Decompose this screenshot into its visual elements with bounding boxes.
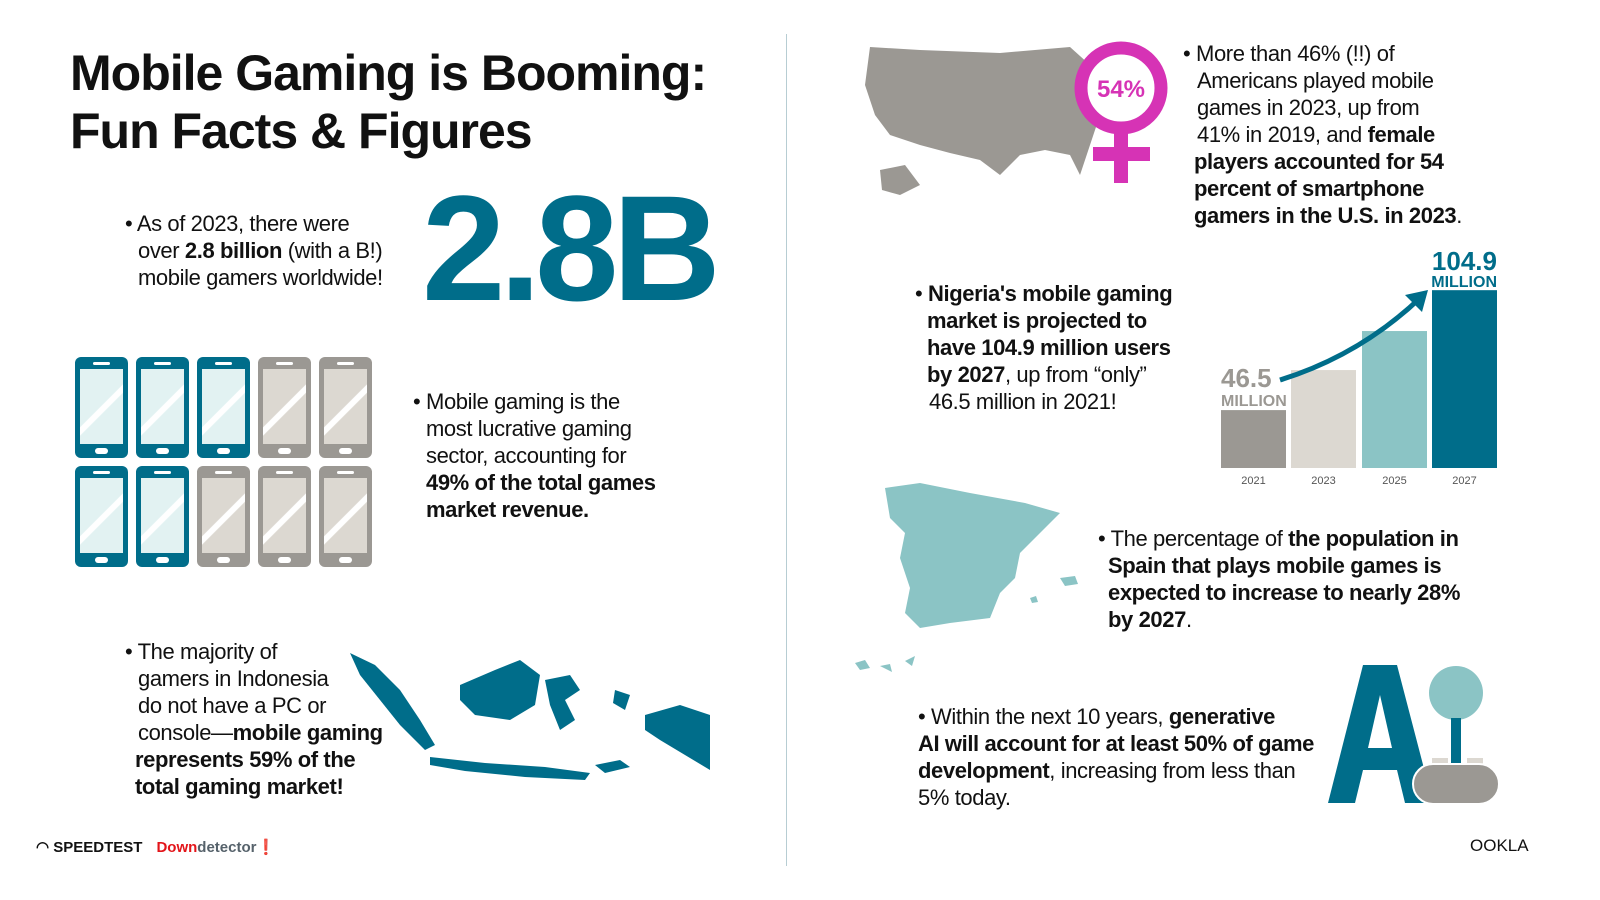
usa-map-female-symbol: 54%	[865, 41, 1168, 195]
female-54-badge: 54%	[1097, 76, 1145, 103]
bar-2025	[1362, 331, 1427, 468]
phone-icon	[75, 357, 128, 458]
phone-icon	[258, 357, 311, 458]
fact-usa: • More than 46% (!!) of Americans played…	[1183, 41, 1462, 228]
tick-label-2025: 2025	[1382, 475, 1406, 487]
spain-map	[855, 483, 1078, 672]
bar-2023	[1291, 370, 1356, 468]
bar-2027	[1432, 290, 1497, 468]
fact-indonesia: • The majority of gamers in Indonesia do…	[125, 639, 383, 799]
label-2027-unit: MILLION	[1431, 274, 1497, 291]
big-stat-2-8b: 2.8B	[422, 164, 721, 332]
tick-label-2027: 2027	[1452, 475, 1476, 487]
ai-joystick-graphic	[1328, 665, 1500, 805]
phone-icon	[197, 357, 250, 458]
title-line-1: Mobile Gaming is Booming:	[70, 45, 707, 101]
ookla-logo: OOKLA	[1470, 836, 1529, 855]
phone-icon	[319, 466, 372, 567]
bar-2021	[1221, 410, 1286, 468]
fact-nigeria: • Nigeria's mobile gaming market is proj…	[915, 281, 1173, 414]
speedtest-logo: ◠ SPEEDTEST	[36, 839, 143, 856]
label-2021-value: 46.5	[1221, 363, 1272, 393]
phones-graphic	[75, 357, 372, 567]
tick-label-2023: 2023	[1311, 475, 1335, 487]
fact-spain: • The percentage of the population in Sp…	[1098, 526, 1461, 632]
page-title: Mobile Gaming is Booming: Fun Facts & Fig…	[70, 44, 707, 160]
fact-revenue: • Mobile gaming is the most lucrative ga…	[413, 389, 656, 522]
phone-icon	[75, 466, 128, 567]
label-2021-unit: MILLION	[1221, 393, 1287, 410]
phone-icon	[136, 466, 189, 567]
footer-logos: ◠ SPEEDTEST Downdetector❗	[36, 838, 275, 856]
phone-icon	[258, 466, 311, 567]
growth-arrow-icon	[1405, 290, 1428, 312]
nigeria-bar-chart: 46.5 MILLION 104.9 MILLION 2021 2023 2025 2…	[1221, 246, 1497, 487]
divider	[786, 34, 787, 866]
label-2027-value: 104.9	[1432, 246, 1497, 276]
tick-label-2021: 2021	[1241, 475, 1265, 487]
phone-icon	[197, 466, 250, 567]
fact-ai: • Within the next 10 years, generative A…	[918, 704, 1314, 810]
downdetector-logo: Downdetector❗	[156, 839, 276, 856]
indonesia-map	[350, 653, 710, 780]
title-line-2: Fun Facts & Figures	[70, 103, 533, 159]
phone-icon	[136, 357, 189, 458]
fact-gamers: • As of 2023, there were over 2.8 billio…	[125, 211, 383, 290]
phone-icon	[319, 357, 372, 458]
